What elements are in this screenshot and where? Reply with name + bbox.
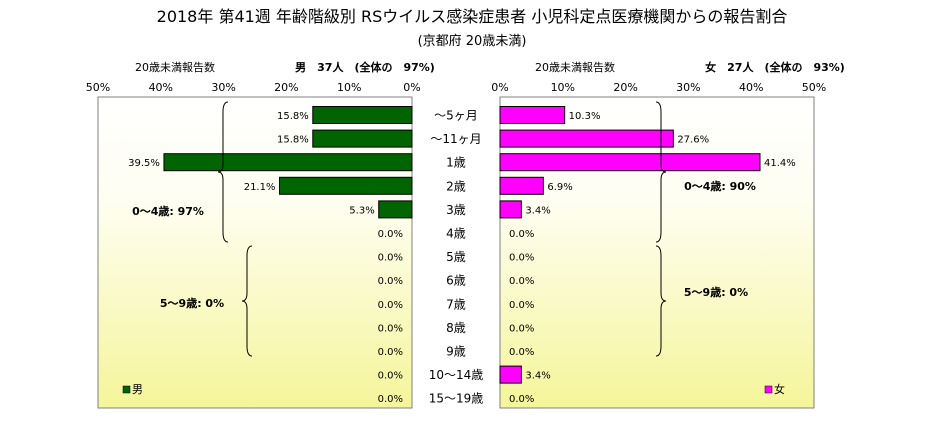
female-data-label: 0.0% bbox=[509, 253, 534, 264]
category-label: 2歳 bbox=[446, 179, 466, 193]
brackets bbox=[217, 101, 667, 357]
female-data-label: 41.4% bbox=[764, 158, 796, 169]
right-x-tick-label: 50% bbox=[802, 81, 826, 94]
left-x-tick-label: 20% bbox=[274, 81, 298, 94]
legend-male-label: 男 bbox=[132, 383, 143, 396]
male-data-label: 0.0% bbox=[378, 323, 403, 334]
left-summary: 男 37人 (全体の 97%) bbox=[295, 60, 435, 74]
female-data-label: 0.0% bbox=[509, 394, 534, 405]
category-labels: ～5ヶ月 ～11ヶ月 1歳 2歳 3歳 4歳 5歳 6歳 7歳 8歳 9歳 10～14歳 15～19歳 bbox=[429, 109, 484, 406]
category-label: 10～14歳 bbox=[429, 368, 484, 382]
male-data-label: 0.0% bbox=[378, 300, 403, 311]
category-label: 15～19歳 bbox=[429, 392, 484, 406]
left-x-tick-label: 30% bbox=[211, 81, 235, 94]
axis-ticks: 0% 0% 10% 10% 20% 20% 30% 30% 40% 40% 50% 50% bbox=[86, 81, 826, 94]
right-x-tick-label: 0% bbox=[491, 81, 508, 94]
left-x-tick-label: 40% bbox=[149, 81, 173, 94]
male-data-label: 0.0% bbox=[378, 253, 403, 264]
female-bar bbox=[499, 129, 674, 148]
female-data-label: 0.0% bbox=[509, 323, 534, 334]
legend-female-label: 女 bbox=[774, 382, 785, 396]
female-bar bbox=[499, 200, 522, 219]
category-label: 8歳 bbox=[446, 321, 466, 335]
bars: 15.8% 10.3% 15.8% 27.6% 39.5% 41.4% 21.1% 6.9% 5… bbox=[128, 106, 796, 405]
left-x-tick-label: 10% bbox=[337, 81, 361, 94]
category-label: 3歳 bbox=[446, 203, 466, 217]
annotation-male-0-4: 0～4歳: 97% bbox=[132, 204, 204, 218]
right-x-tick-label: 40% bbox=[739, 81, 763, 94]
annotation-male-5-9: 5～9歳: 0% bbox=[160, 296, 224, 310]
male-bar bbox=[312, 106, 413, 124]
male-0-4-bracket bbox=[217, 101, 229, 243]
female-data-label: 0.0% bbox=[509, 276, 534, 287]
right-x-tick-label: 20% bbox=[613, 81, 637, 94]
category-label: 9歳 bbox=[446, 345, 466, 359]
chart-title: 2018年 第41週 年齢階級別 RSウイルス感染症患者 小児科定点医療機関から… bbox=[157, 7, 788, 26]
male-data-label: 0.0% bbox=[378, 276, 403, 287]
annotation-female-5-9: 5～9歳: 0% bbox=[684, 285, 748, 299]
female-data-label: 3.4% bbox=[525, 371, 550, 382]
category-label: 7歳 bbox=[446, 297, 466, 311]
category-label: 1歳 bbox=[446, 156, 466, 170]
left-caption: 20歳未満報告数 bbox=[135, 61, 215, 74]
category-label: 4歳 bbox=[446, 227, 466, 241]
category-label: 5歳 bbox=[446, 250, 466, 264]
female-data-label: 0.0% bbox=[509, 347, 534, 358]
male-bar bbox=[378, 200, 413, 219]
left-x-tick-label: 50% bbox=[86, 81, 110, 94]
female-bar bbox=[499, 153, 761, 172]
female-data-label: 0.0% bbox=[509, 229, 534, 240]
male-bar bbox=[278, 176, 413, 195]
female-bar bbox=[499, 365, 522, 384]
female-bar bbox=[499, 106, 566, 124]
annotation-female-0-4: 0～4歳: 90% bbox=[684, 179, 756, 193]
female-5-9-bracket bbox=[655, 245, 667, 357]
left-x-tick-label: 0% bbox=[403, 81, 420, 94]
male-data-label: 21.1% bbox=[244, 182, 276, 193]
right-summary: 女 27人 (全体の 93%) bbox=[705, 60, 845, 74]
right-x-tick-label: 30% bbox=[676, 81, 700, 94]
female-data-label: 0.0% bbox=[509, 300, 534, 311]
male-data-label: 39.5% bbox=[128, 158, 160, 169]
female-data-label: 10.3% bbox=[569, 111, 601, 122]
category-label: ～5ヶ月 bbox=[434, 109, 478, 123]
chart-subtitle: (京都府 20歳未満) bbox=[418, 34, 527, 49]
female-data-label: 6.9% bbox=[547, 182, 572, 193]
right-caption: 20歳未満報告数 bbox=[535, 61, 615, 74]
male-data-label: 0.0% bbox=[378, 371, 403, 382]
category-label: ～11ヶ月 bbox=[430, 132, 481, 146]
legend-male-swatch bbox=[122, 385, 131, 394]
male-bar bbox=[163, 153, 413, 172]
legend-female-swatch bbox=[764, 385, 773, 394]
male-data-label: 15.8% bbox=[277, 135, 309, 146]
male-data-label: 15.8% bbox=[277, 111, 309, 122]
male-bar bbox=[312, 129, 413, 148]
left-plot-area bbox=[97, 96, 413, 409]
male-5-9-bracket bbox=[241, 245, 253, 357]
male-data-label: 5.3% bbox=[349, 205, 374, 216]
male-data-label: 0.0% bbox=[378, 229, 403, 240]
female-data-label: 27.6% bbox=[677, 135, 709, 146]
right-x-tick-label: 10% bbox=[551, 81, 575, 94]
female-0-4-bracket bbox=[655, 101, 667, 243]
male-data-label: 0.0% bbox=[378, 394, 403, 405]
category-label: 6歳 bbox=[446, 274, 466, 288]
female-data-label: 3.4% bbox=[525, 205, 550, 216]
male-data-label: 0.0% bbox=[378, 347, 403, 358]
female-bar bbox=[499, 176, 544, 195]
